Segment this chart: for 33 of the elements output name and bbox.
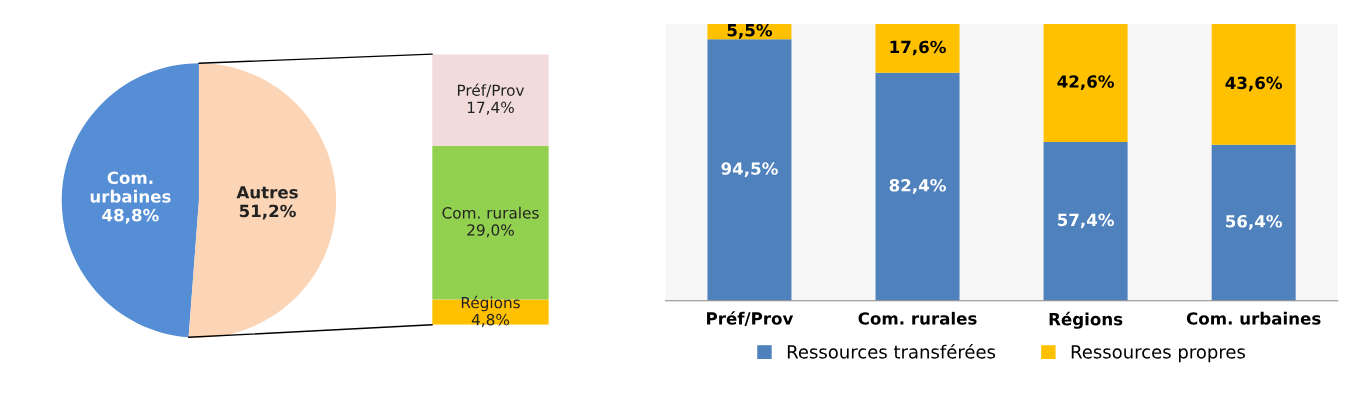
bar bbox=[1043, 141, 1128, 301]
x-tick-label: Préf/Prov bbox=[707, 311, 794, 327]
pie-slice bbox=[61, 63, 199, 338]
data-label: 5,5% bbox=[727, 23, 773, 39]
bar bbox=[1211, 24, 1296, 145]
series-label: Com. rurales bbox=[442, 206, 539, 219]
bar bbox=[875, 24, 960, 73]
data-label: 82,4% bbox=[889, 178, 946, 194]
data-label: 4,8% bbox=[471, 313, 510, 327]
slice-label: Autres bbox=[236, 186, 298, 199]
data-label: 17,4% bbox=[467, 101, 514, 115]
series-label: Régions bbox=[461, 295, 520, 312]
legend-label: Ressources propres bbox=[1071, 345, 1245, 363]
x-tick-label: Com. rurales bbox=[858, 311, 977, 325]
data-label: 94,5% bbox=[721, 162, 778, 177]
data-label: 48,8% bbox=[102, 208, 159, 224]
legend-label: Ressources transférées bbox=[787, 343, 996, 359]
pie-slice bbox=[188, 63, 337, 338]
slice-label: Com. urbaines bbox=[90, 171, 171, 203]
data-label: 17,6% bbox=[890, 40, 946, 56]
bar bbox=[1043, 24, 1128, 142]
bar bbox=[875, 72, 960, 301]
series-label: Préf/Prov bbox=[457, 83, 525, 98]
data-label: 43,6% bbox=[1225, 76, 1283, 92]
x-tick-label: Com. urbaines bbox=[1186, 311, 1321, 325]
data-label: 42,6% bbox=[1057, 75, 1114, 90]
bar bbox=[707, 39, 792, 301]
data-label: 29,0% bbox=[467, 224, 514, 238]
bar bbox=[1211, 144, 1296, 301]
data-label: 51,2% bbox=[239, 204, 296, 220]
data-label: 57,4% bbox=[1057, 213, 1114, 229]
x-tick-label: Régions bbox=[1049, 311, 1123, 329]
data-label: 56,4% bbox=[1226, 214, 1283, 230]
